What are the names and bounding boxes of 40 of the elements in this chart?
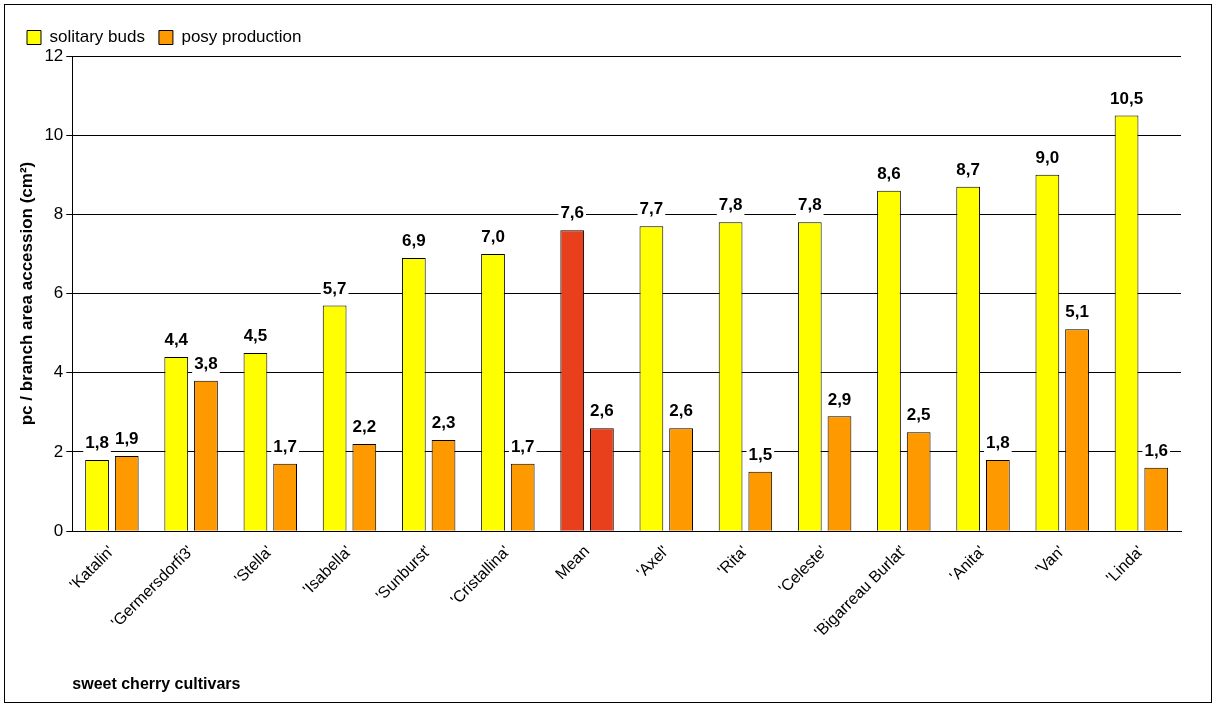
data-label: 1,7 (273, 437, 297, 457)
y-tick-label: 0 (53, 520, 64, 540)
data-label: 10,5 (1110, 88, 1144, 108)
data-label: 7,7 (639, 199, 664, 219)
x-axis-title: sweet cherry cultivars (72, 674, 241, 692)
data-label: 5,7 (322, 278, 347, 298)
data-label: 7,8 (797, 195, 822, 215)
y-tick-label: 2 (53, 441, 64, 461)
data-label: 2,5 (906, 405, 931, 425)
data-label: 1,8 (85, 433, 109, 453)
data-label: 2,3 (431, 413, 456, 433)
y-tick-label: 4 (53, 362, 64, 382)
data-label: 3,8 (194, 353, 218, 373)
data-label: 4,4 (164, 330, 189, 350)
y-tick-label: 6 (53, 283, 64, 303)
data-label: 1,9 (114, 429, 139, 449)
data-label: 7,8 (718, 195, 743, 215)
data-label: 2,2 (352, 417, 377, 437)
legend-label: solitary buds (49, 27, 145, 47)
data-label: 2,9 (827, 389, 852, 409)
data-label: 1,7 (510, 437, 535, 457)
y-tick-label: 8 (53, 204, 64, 224)
data-label: 4,5 (243, 326, 268, 346)
data-label: 8,6 (877, 163, 901, 183)
data-label: 1,5 (748, 444, 773, 464)
y-tick-label: 12 (44, 45, 64, 65)
legend-label: posy production (181, 27, 302, 47)
data-label: 1,6 (1144, 440, 1169, 460)
data-label: 9,0 (1035, 147, 1060, 167)
x-tick-label: 'Van' (1031, 542, 1068, 578)
y-axis-title: pc / branch area accession (cm²) (16, 161, 36, 426)
data-label: 7,6 (560, 203, 585, 223)
data-label: 2,6 (590, 401, 614, 421)
y-tick-label: 10 (44, 124, 64, 144)
data-label: 2,6 (669, 401, 693, 421)
data-label: 6,9 (402, 231, 426, 251)
data-label: 7,0 (481, 227, 505, 247)
data-label: 1,8 (986, 433, 1010, 453)
data-label: 5,1 (1065, 302, 1089, 322)
data-label: 8,7 (956, 159, 980, 179)
